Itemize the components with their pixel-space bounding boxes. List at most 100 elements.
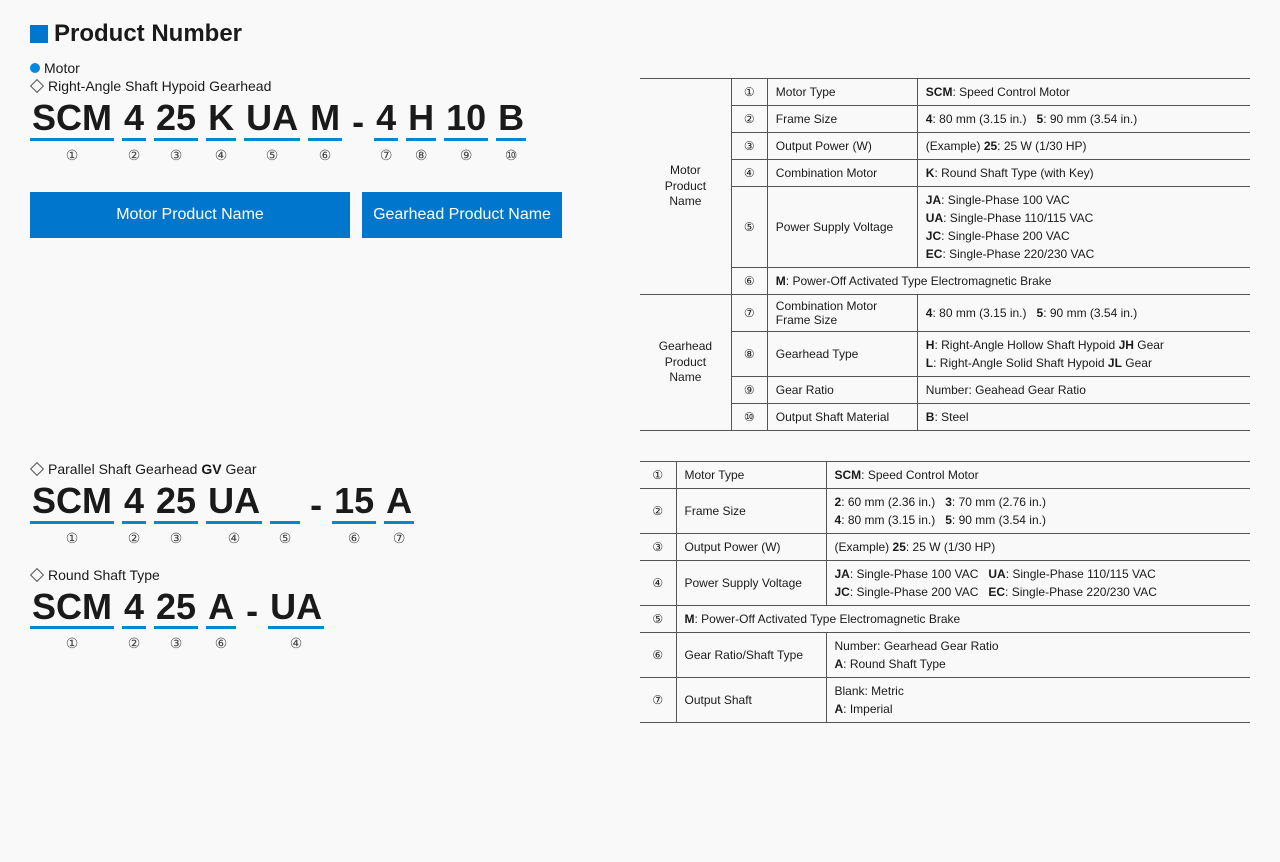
- lower-left: Parallel Shaft Gearhead GV Gear SCM①4②25…: [30, 461, 610, 723]
- row-param: Combination Motor Frame Size: [767, 295, 917, 332]
- table-row: ②Frame Size4: 80 mm (3.15 in.) 5: 90 mm …: [640, 106, 1250, 133]
- segment-text: 25: [154, 587, 198, 630]
- row-value: 2: 60 mm (2.36 in.) 3: 70 mm (2.76 in.)4…: [826, 489, 1250, 534]
- code-segment: UA⑤: [244, 98, 300, 164]
- row-number: ③: [640, 534, 676, 561]
- segment-text: 25: [154, 481, 198, 524]
- title-text: Product Number: [54, 20, 242, 48]
- segment-text: 4: [122, 481, 146, 524]
- row-value: K: Round Shaft Type (with Key): [917, 160, 1250, 187]
- segment-number: [314, 531, 318, 547]
- table-row: ⑩Output Shaft MaterialB: Steel: [640, 404, 1250, 431]
- code-line-3: SCM①4②25③A⑥- UA④: [30, 587, 610, 653]
- segment-number: ⑤: [266, 147, 279, 164]
- code-segment: 4②: [122, 481, 146, 547]
- table-row: GearheadProductName⑦Combination Motor Fr…: [640, 295, 1250, 332]
- row-value: SCM: Speed Control Motor: [826, 462, 1250, 489]
- segment-number: ⑦: [380, 147, 393, 164]
- group-label: GearheadProductName: [640, 295, 731, 431]
- segment-number: ④: [215, 147, 228, 164]
- motor-name-box: Motor Product Name: [30, 192, 350, 238]
- diamond-icon: [30, 462, 44, 476]
- row-value: 4: 80 mm (3.15 in.) 5: 90 mm (3.54 in.): [917, 295, 1250, 332]
- segment-number: ④: [228, 530, 241, 547]
- hypoid-right: MotorProductName①Motor TypeSCM: Speed Co…: [640, 78, 1250, 431]
- code-segment: SCM①: [30, 587, 114, 653]
- segment-number: ③: [170, 147, 183, 164]
- row-value: (Example) 25: 25 W (1/30 HP): [917, 133, 1250, 160]
- spec-table-1: MotorProductName①Motor TypeSCM: Speed Co…: [640, 78, 1250, 431]
- code-line-2: SCM①4②25③UA④ ⑤- 15⑥A⑦: [30, 481, 610, 547]
- hypoid-heading: Right-Angle Shaft Hypoid Gearhead: [30, 78, 610, 94]
- segment-text: 15: [332, 481, 376, 524]
- spec-table-2: ①Motor TypeSCM: Speed Control Motor②Fram…: [640, 461, 1250, 723]
- segment-text: SCM: [30, 481, 114, 524]
- segment-number: ⑩: [505, 147, 518, 164]
- table-row: ⑥Gear Ratio/Shaft TypeNumber: Gearhead G…: [640, 633, 1250, 678]
- segment-text: UA: [268, 587, 324, 630]
- segment-number: ②: [128, 530, 141, 547]
- segment-text: -: [350, 102, 366, 142]
- hypoid-block: Right-Angle Shaft Hypoid Gearhead SCM①4②…: [30, 78, 1250, 431]
- segment-number: ②: [128, 147, 141, 164]
- code-segment: K④: [206, 98, 236, 164]
- code-segment: A⑦: [384, 481, 414, 547]
- table-row: ②Frame Size2: 60 mm (2.36 in.) 3: 70 mm …: [640, 489, 1250, 534]
- parallel-label: Parallel Shaft Gearhead GV Gear: [48, 461, 257, 477]
- segment-number: ⑥: [348, 530, 361, 547]
- table-row: ③Output Power (W)(Example) 25: 25 W (1/3…: [640, 133, 1250, 160]
- row-value: Number: Gearhead Gear RatioA: Round Shaf…: [826, 633, 1250, 678]
- segment-text: 25: [154, 98, 198, 141]
- segment-number: ①: [66, 635, 79, 652]
- code-segment: 10⑨: [444, 98, 488, 164]
- diamond-icon: [30, 568, 44, 582]
- dot-icon: [30, 63, 40, 73]
- table-row: ④Combination MotorK: Round Shaft Type (w…: [640, 160, 1250, 187]
- segment-text: -: [244, 591, 260, 631]
- page-title: Product Number: [30, 20, 1250, 48]
- row-value: Number: Geahead Gear Ratio: [917, 377, 1250, 404]
- code-segment: -: [244, 591, 260, 653]
- row-param: Power Supply Voltage: [676, 561, 826, 606]
- row-number: ⑤: [731, 187, 767, 268]
- row-param: Frame Size: [767, 106, 917, 133]
- group-label: MotorProductName: [640, 79, 731, 295]
- row-param: Output Power (W): [676, 534, 826, 561]
- segment-text: -: [308, 485, 324, 525]
- segment-number: ⑦: [393, 530, 406, 547]
- lower-right: ①Motor TypeSCM: Speed Control Motor②Fram…: [640, 461, 1250, 723]
- round-label: Round Shaft Type: [48, 567, 160, 583]
- row-number: ④: [640, 561, 676, 606]
- segment-text: UA: [206, 481, 262, 524]
- row-param: Combination Motor: [767, 160, 917, 187]
- segment-number: ③: [170, 635, 183, 652]
- row-value: H: Right-Angle Hollow Shaft Hypoid JH Ge…: [917, 332, 1250, 377]
- segment-number: ⑥: [319, 147, 332, 164]
- row-param: Gear Ratio: [767, 377, 917, 404]
- code-segment: 25 ③: [154, 98, 198, 164]
- row-param: Frame Size: [676, 489, 826, 534]
- gearhead-name-box: Gearhead Product Name: [362, 192, 562, 238]
- row-number: ②: [640, 489, 676, 534]
- segment-text: M: [308, 98, 342, 141]
- row-number: ⑧: [731, 332, 767, 377]
- row-value: B: Steel: [917, 404, 1250, 431]
- row-number: ⑨: [731, 377, 767, 404]
- row-param: Motor Type: [676, 462, 826, 489]
- code-segment: H⑧: [406, 98, 436, 164]
- row-param: Output Power (W): [767, 133, 917, 160]
- code-segment: -: [350, 102, 366, 164]
- row-value: Blank: MetricA: Imperial: [826, 678, 1250, 723]
- segment-number: ⑧: [415, 147, 428, 164]
- code-segment: 25 ③: [154, 587, 198, 653]
- segment-text: H: [406, 98, 436, 141]
- code-segment: -: [308, 485, 324, 547]
- row-value: M: Power-Off Activated Type Electromagne…: [676, 606, 1250, 633]
- diamond-icon: [30, 79, 44, 93]
- row-param: Output Shaft: [676, 678, 826, 723]
- code-segment: M⑥: [308, 98, 342, 164]
- row-param: Gearhead Type: [767, 332, 917, 377]
- table-row: ⑤Power Supply VoltageJA: Single-Phase 10…: [640, 187, 1250, 268]
- segment-text: A: [206, 587, 236, 630]
- row-number: ③: [731, 133, 767, 160]
